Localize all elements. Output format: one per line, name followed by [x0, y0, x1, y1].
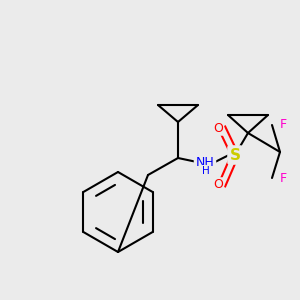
Text: F: F	[280, 118, 287, 131]
Text: H: H	[202, 166, 210, 176]
Text: O: O	[213, 122, 223, 134]
Text: S: S	[230, 148, 241, 163]
Text: NH: NH	[196, 155, 214, 169]
Text: F: F	[280, 172, 287, 184]
Text: O: O	[213, 178, 223, 191]
